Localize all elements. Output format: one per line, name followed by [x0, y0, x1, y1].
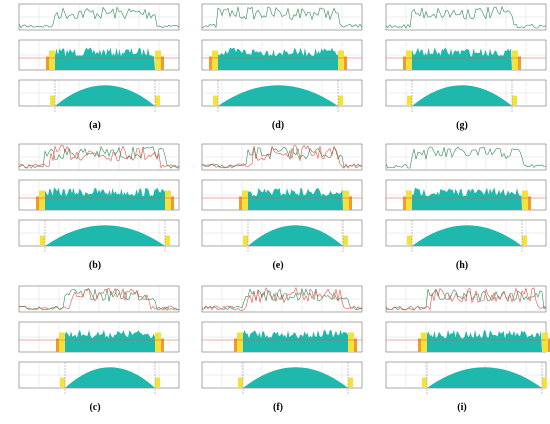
panel-h-figure	[385, 143, 547, 252]
panel-a-figure	[18, 3, 180, 112]
panel-b-figure	[18, 143, 180, 252]
panel-c-caption: (c)	[89, 402, 101, 413]
panel-f: (f)	[188, 282, 368, 414]
panel-a: (a)	[5, 0, 185, 132]
panel-b: (b)	[5, 140, 185, 272]
panel-f-figure	[201, 285, 363, 394]
panel-d-figure	[201, 3, 363, 112]
panel-h-caption: (h)	[455, 260, 469, 271]
panel-d: (d)	[188, 0, 368, 132]
panel-b-caption: (b)	[88, 260, 102, 271]
panel-e: (e)	[188, 140, 368, 272]
panel-c-figure	[18, 285, 180, 394]
panel-g-figure	[385, 3, 547, 112]
panel-c: (c)	[5, 282, 185, 414]
panel-g-caption: (g)	[456, 120, 468, 131]
panel-e-figure	[201, 143, 363, 252]
panel-d-caption: (d)	[271, 120, 285, 131]
panel-g: (g)	[372, 0, 550, 132]
panel-i-figure	[385, 285, 550, 394]
panel-e-caption: (e)	[272, 260, 284, 271]
panel-f-caption: (f)	[273, 402, 283, 413]
panel-i: (i)	[372, 282, 550, 414]
panel-h: (h)	[372, 140, 550, 272]
panel-a-caption: (a)	[89, 120, 101, 131]
panel-i-caption: (i)	[457, 402, 467, 413]
